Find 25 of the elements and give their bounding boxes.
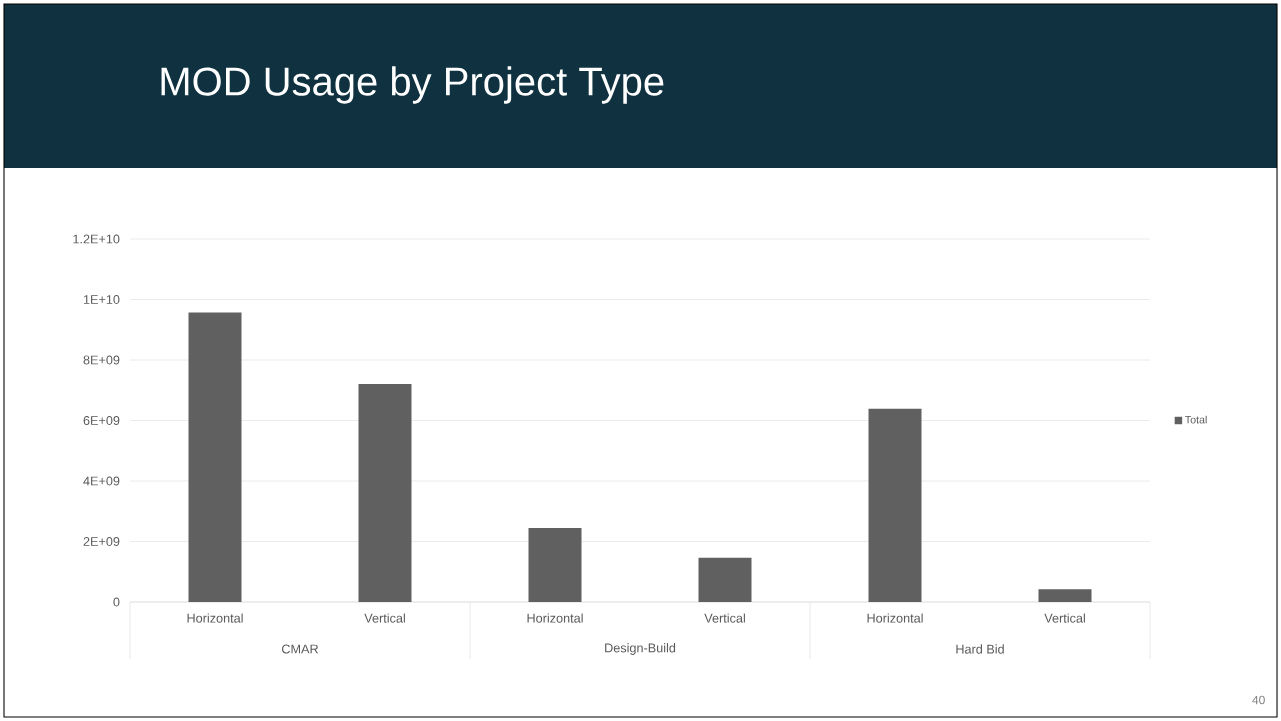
y-tick-label: 1.2E+10 bbox=[73, 234, 120, 244]
x-tick-label: Horizontal bbox=[867, 613, 923, 623]
bar bbox=[188, 312, 242, 603]
bar bbox=[868, 408, 922, 603]
x-tick-label: Vertical bbox=[704, 613, 745, 623]
y-tick-label: 8E+09 bbox=[83, 355, 120, 365]
bar bbox=[358, 383, 412, 603]
x-tick-label: Horizontal bbox=[187, 613, 243, 623]
text: 40 bbox=[1252, 695, 1265, 705]
legend-label: Total bbox=[1185, 415, 1207, 424]
x-tick-label: Horizontal bbox=[527, 613, 583, 623]
x-tick-label: Vertical bbox=[364, 613, 405, 623]
bar bbox=[698, 557, 752, 603]
bar bbox=[528, 527, 582, 603]
bar bbox=[1038, 589, 1092, 603]
y-tick-label: 2E+09 bbox=[83, 537, 120, 546]
y-tick-label: 1E+10 bbox=[83, 295, 120, 304]
y-tick-label: 4E+09 bbox=[83, 476, 120, 486]
text: Design-Build bbox=[605, 643, 676, 655]
x-tick-label: Vertical bbox=[1044, 613, 1085, 623]
chart-title: MOD Usage by Project Type bbox=[161, 66, 664, 104]
y-tick-label: 6E+09 bbox=[83, 416, 120, 425]
y-tick-label: 0 bbox=[113, 597, 120, 607]
text: Hard Bid bbox=[956, 644, 1004, 654]
text: CMAR bbox=[282, 644, 319, 654]
